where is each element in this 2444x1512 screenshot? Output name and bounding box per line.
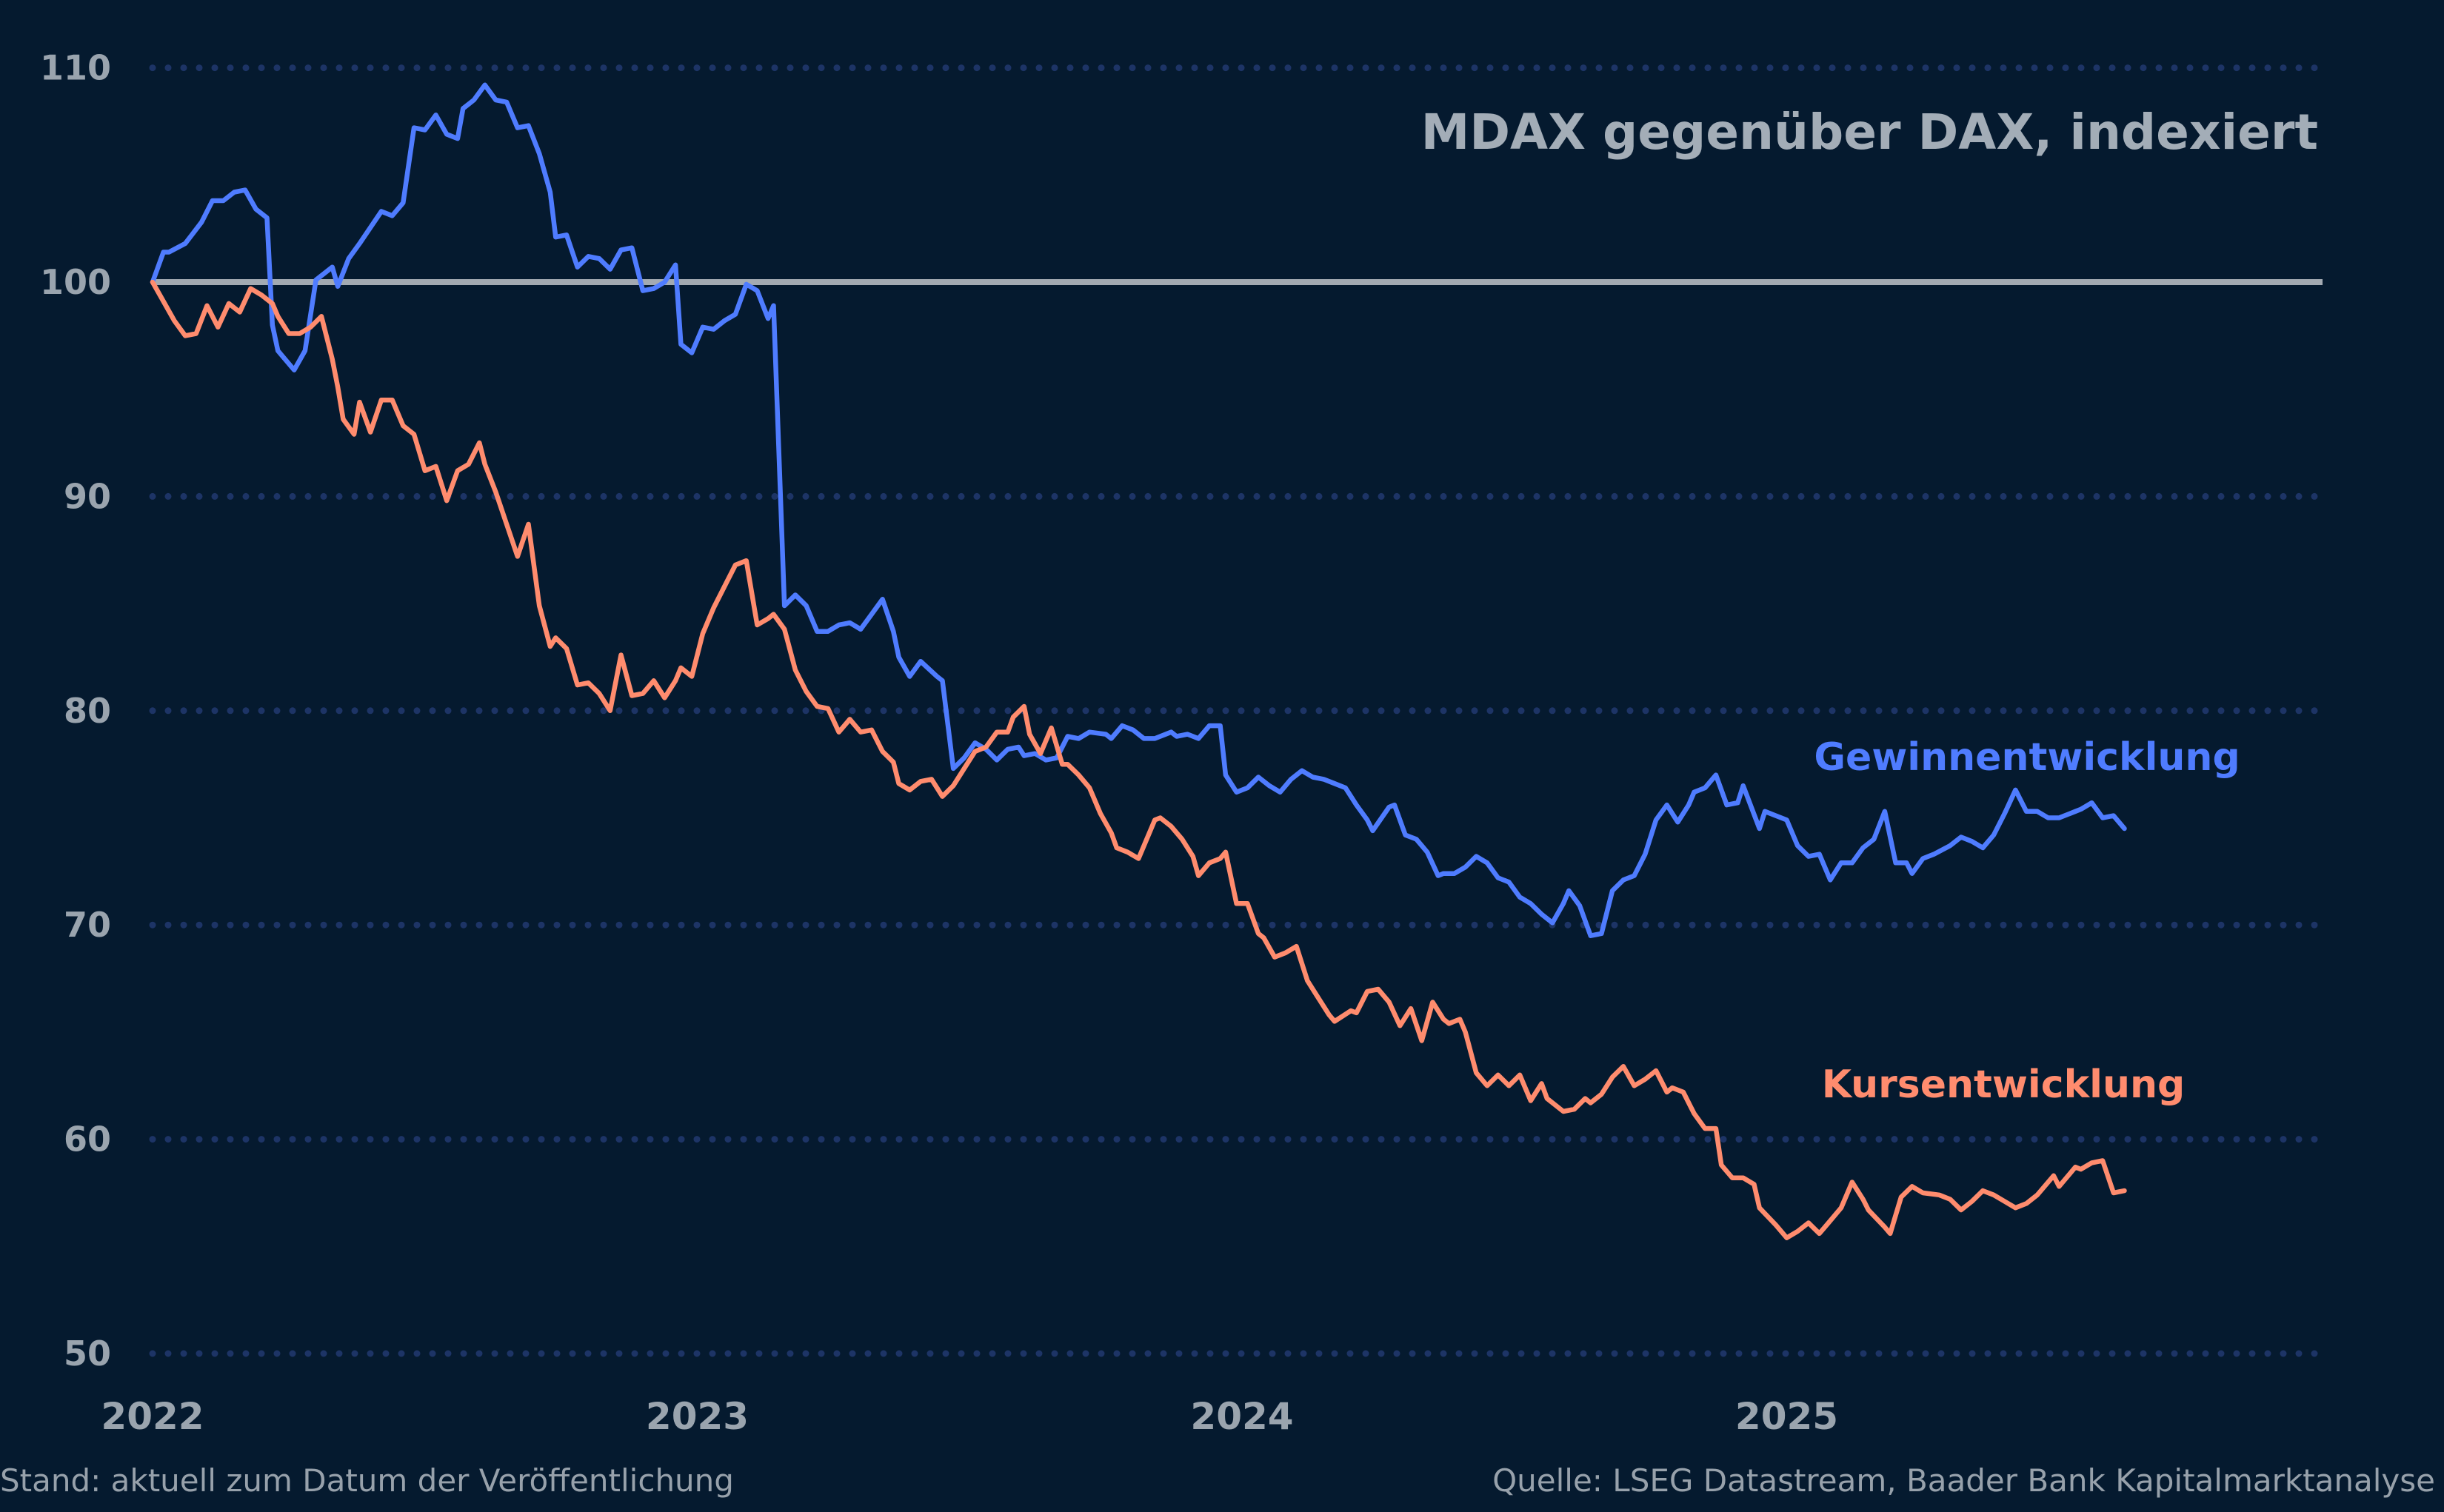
y-tick-label: 60 bbox=[64, 1120, 111, 1160]
footer-date-note: Stand: aktuell zum Datum der Veröffentli… bbox=[0, 1462, 734, 1499]
x-tick-label: 2023 bbox=[646, 1395, 749, 1438]
x-tick-label: 2022 bbox=[101, 1395, 204, 1438]
series-line-gewinnentwicklung bbox=[150, 82, 2127, 938]
y-tick-label: 70 bbox=[64, 905, 111, 945]
x-tick-label: 2025 bbox=[1735, 1395, 1838, 1438]
series-line-kursentwicklung bbox=[150, 279, 2127, 1240]
x-tick-label: 2024 bbox=[1190, 1395, 1293, 1438]
y-tick-label: 80 bbox=[64, 691, 111, 731]
chart-title: MDAX gegenüber DAX, indexiert bbox=[1420, 104, 2318, 161]
series-label-kursentwicklung: Kursentwicklung bbox=[1821, 1063, 2186, 1107]
series-label-gewinnentwicklung: Gewinnentwicklung bbox=[1814, 735, 2240, 780]
y-tick-label: 90 bbox=[64, 476, 111, 516]
y-tick-label: 110 bbox=[40, 48, 111, 88]
y-tick-label: 100 bbox=[40, 262, 111, 302]
footer-source: Quelle: LSEG Datastream, Baader Bank Kap… bbox=[1492, 1462, 2435, 1499]
y-tick-label: 50 bbox=[64, 1334, 111, 1374]
